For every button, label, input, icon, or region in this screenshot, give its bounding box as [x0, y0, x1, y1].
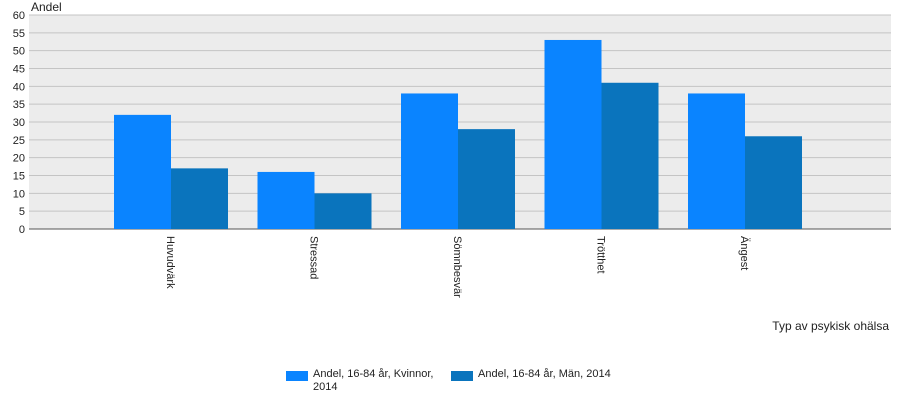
x-tick-label: Trötthet — [595, 236, 607, 274]
y-tick-label: 10 — [13, 188, 25, 200]
bar-man[interactable] — [314, 193, 372, 229]
bar-man[interactable] — [601, 82, 659, 230]
bar-kvinnor[interactable] — [544, 39, 602, 229]
y-tick-label: 45 — [13, 64, 25, 76]
bar-kvinnor[interactable] — [688, 93, 745, 229]
y-tick-label: 40 — [13, 81, 25, 93]
y-axis-ticks: 0 5 10 15 20 25 30 35 40 45 50 55 60 — [13, 10, 25, 236]
bar-man[interactable] — [745, 136, 802, 229]
x-axis-ticks: Huvudvärk Stressad Sömnbesvär Trötthet Änges… — [164, 236, 750, 298]
y-tick-label: 55 — [13, 28, 25, 40]
y-tick-label: 35 — [13, 99, 25, 111]
y-tick-label: 15 — [13, 171, 25, 183]
legend-item-kvinnor[interactable]: Andel, 16-84 år, Kvinnor, 2014 — [286, 368, 441, 394]
bar-chart: 0 5 10 15 20 25 30 35 40 45 50 55 60 Huvudvärk Stress… — [13, 0, 891, 333]
y-tick-label: 60 — [13, 10, 25, 22]
legend-label: Andel, 16-84 år, Män, 2014 — [478, 368, 611, 380]
y-tick-label: 25 — [13, 135, 25, 147]
y-tick-label: 20 — [13, 153, 25, 165]
bar-kvinnor[interactable] — [114, 114, 171, 229]
bars[interactable] — [114, 39, 802, 230]
x-tick-label: Stressad — [308, 236, 320, 279]
legend-label: Andel, 16-84 år, Kvinnor, 2014 — [313, 368, 434, 393]
y-axis-label: Andel — [31, 0, 62, 14]
bar-man[interactable] — [171, 168, 228, 229]
legend-swatch — [286, 371, 308, 381]
x-axis-label: Typ av psykisk ohälsa — [772, 319, 889, 333]
y-tick-label: 50 — [13, 46, 25, 58]
y-tick-label: 5 — [19, 206, 25, 218]
bar-kvinnor[interactable] — [401, 93, 458, 229]
bar-man[interactable] — [458, 129, 515, 229]
legend: Andel, 16-84 år, Kvinnor, 2014 Andel, 16… — [286, 368, 621, 394]
legend-item-man[interactable]: Andel, 16-84 år, Män, 2014 — [451, 368, 611, 381]
bar-kvinnor[interactable] — [257, 171, 315, 229]
x-tick-label: Ängest — [738, 236, 750, 270]
y-tick-label: 30 — [13, 117, 25, 129]
y-tick-label: 0 — [19, 224, 25, 236]
legend-swatch — [451, 371, 473, 381]
x-tick-label: Sömnbesvär — [451, 236, 463, 298]
x-tick-label: Huvudvärk — [164, 236, 176, 289]
